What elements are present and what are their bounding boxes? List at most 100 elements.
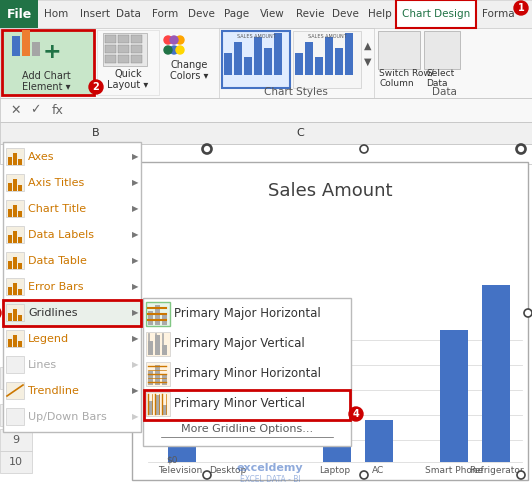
Bar	[118, 35, 129, 43]
Bar	[18, 289, 22, 295]
Circle shape	[164, 36, 172, 44]
Bar	[13, 205, 17, 217]
Bar	[6, 382, 24, 399]
Bar	[118, 45, 129, 53]
Bar	[155, 305, 160, 325]
Text: 9: 9	[12, 435, 20, 445]
Bar	[131, 35, 142, 43]
Bar	[18, 237, 22, 243]
Bar	[143, 298, 351, 446]
Text: ▶: ▶	[132, 360, 138, 369]
Circle shape	[517, 145, 525, 153]
Bar	[13, 335, 17, 347]
Text: Switch Row/: Switch Row/	[379, 69, 434, 78]
Bar	[244, 57, 252, 75]
Text: AC: AC	[372, 466, 384, 475]
Bar	[224, 53, 232, 75]
Bar	[162, 375, 167, 385]
Bar	[18, 341, 22, 347]
Bar	[131, 45, 142, 53]
Bar	[0, 144, 532, 164]
Text: exceldemy: exceldemy	[237, 463, 303, 473]
Text: Gridlines: Gridlines	[28, 308, 78, 318]
Bar	[162, 405, 167, 415]
Text: ▼: ▼	[364, 57, 372, 67]
Circle shape	[349, 407, 363, 421]
Text: Change: Change	[170, 60, 207, 70]
Text: Trendline: Trendline	[28, 386, 79, 396]
Bar	[345, 33, 353, 75]
Circle shape	[516, 144, 526, 154]
Circle shape	[202, 144, 212, 154]
Circle shape	[0, 306, 1, 320]
Text: SALES AMOUNT: SALES AMOUNT	[237, 34, 276, 39]
Bar	[482, 285, 510, 462]
Text: Lines: Lines	[28, 360, 57, 370]
Text: B: B	[92, 128, 99, 138]
Bar	[396, 0, 476, 28]
Text: SALES AMOUNT: SALES AMOUNT	[307, 34, 346, 39]
Bar	[264, 48, 272, 75]
Circle shape	[89, 80, 103, 94]
Bar	[305, 42, 313, 75]
Bar	[18, 185, 22, 191]
Text: Television: Television	[158, 466, 202, 475]
Bar	[6, 148, 24, 165]
Text: Quick: Quick	[114, 69, 142, 79]
Bar	[4, 300, 140, 326]
Bar	[148, 371, 153, 385]
Text: EXCEL DATA - BI: EXCEL DATA - BI	[240, 475, 300, 484]
Bar	[8, 339, 12, 347]
Bar	[440, 330, 468, 462]
Bar	[219, 28, 374, 98]
Text: Column: Column	[379, 80, 413, 88]
Text: +: +	[43, 42, 61, 62]
Text: File: File	[6, 7, 31, 20]
Text: ▶: ▶	[132, 334, 138, 343]
Text: Chart Title: Chart Title	[28, 204, 86, 214]
Bar	[0, 429, 32, 451]
Bar	[13, 231, 17, 243]
Text: ▶: ▶	[132, 387, 138, 396]
Bar	[105, 55, 116, 63]
Bar	[18, 159, 22, 165]
Bar	[146, 332, 170, 356]
Bar	[160, 30, 218, 95]
Bar	[0, 122, 532, 144]
Bar	[144, 390, 350, 420]
Text: Chart Design: Chart Design	[402, 9, 470, 19]
Text: ▶: ▶	[132, 204, 138, 214]
Bar	[6, 174, 24, 191]
Bar	[0, 0, 532, 28]
Bar	[18, 211, 22, 217]
Bar	[155, 365, 160, 385]
Circle shape	[360, 471, 368, 479]
Text: Layout ▾: Layout ▾	[107, 80, 148, 90]
Text: 8: 8	[12, 410, 20, 420]
Text: fx: fx	[52, 103, 64, 116]
Circle shape	[360, 145, 368, 153]
Text: ▶: ▶	[132, 231, 138, 240]
Bar	[8, 261, 12, 269]
Text: $3,500: $3,500	[146, 308, 178, 317]
Text: Page: Page	[224, 9, 249, 19]
Text: Element ▾: Element ▾	[22, 82, 70, 92]
Bar	[222, 31, 290, 88]
Text: View: View	[260, 9, 285, 19]
Text: Axes: Axes	[28, 152, 54, 162]
Bar	[335, 48, 343, 75]
Bar	[293, 31, 361, 88]
Bar	[131, 55, 142, 63]
Bar	[118, 55, 129, 63]
Text: $0: $0	[167, 455, 178, 465]
Text: $1,000: $1,000	[146, 413, 178, 421]
Text: Revie: Revie	[296, 9, 325, 19]
Bar	[22, 30, 30, 56]
Text: Primary Minor Vertical: Primary Minor Vertical	[174, 398, 305, 411]
Text: ▶: ▶	[132, 413, 138, 421]
Circle shape	[514, 1, 528, 15]
Bar	[13, 309, 17, 321]
Text: ▲: ▲	[364, 41, 372, 51]
Text: More Gridline Options...: More Gridline Options...	[181, 424, 313, 434]
Text: ▶: ▶	[132, 309, 138, 318]
